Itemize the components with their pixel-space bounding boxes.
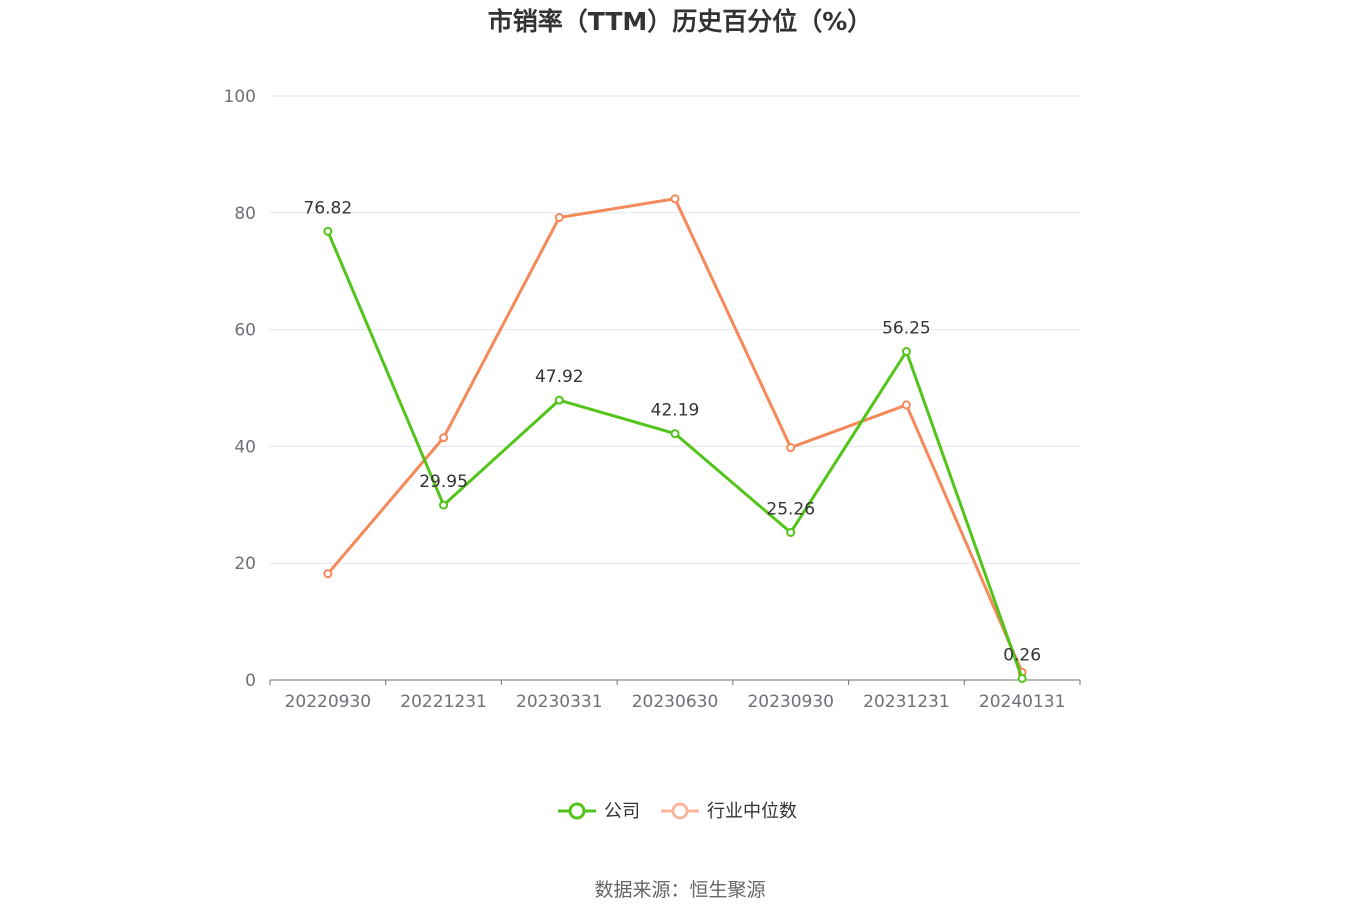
y-tick-label: 60 bbox=[234, 321, 256, 341]
y-tick-label: 100 bbox=[224, 87, 256, 107]
y-tick-label: 40 bbox=[234, 437, 256, 457]
grid bbox=[270, 95, 1080, 564]
data-label: 0.26 bbox=[1003, 645, 1041, 665]
x-tick-label: 20220930 bbox=[285, 692, 372, 712]
series-layer bbox=[323, 194, 1027, 683]
x-tick-label: 20230930 bbox=[747, 692, 834, 712]
legend[interactable]: 公司 行业中位数 bbox=[558, 801, 797, 822]
data-label: 47.92 bbox=[535, 367, 584, 387]
legend-label: 公司 bbox=[604, 801, 640, 822]
data-label: 25.26 bbox=[766, 499, 815, 519]
x-tick-label: 20230331 bbox=[516, 692, 603, 712]
axes: 0 20 40 60 80 100 20220930 20221231 20230331 2023… bbox=[224, 87, 1081, 712]
chart-title: 市销率（TTM）历史百分位（%） bbox=[488, 7, 873, 36]
y-tick-label: 80 bbox=[234, 204, 256, 224]
legend-item[interactable]: 行业中位数 bbox=[661, 801, 797, 822]
series-line bbox=[326, 230, 1024, 679]
data-point bbox=[1017, 673, 1027, 683]
y-tick-label: 20 bbox=[234, 554, 256, 574]
data-point bbox=[670, 194, 680, 204]
data-point bbox=[439, 433, 449, 443]
data-label: 42.19 bbox=[651, 401, 700, 421]
x-tick-label: 20221231 bbox=[400, 692, 487, 712]
data-label: 56.25 bbox=[882, 319, 931, 339]
data-point bbox=[786, 527, 796, 537]
legend-marker bbox=[568, 802, 586, 820]
y-tick-label: 0 bbox=[245, 671, 256, 691]
data-point bbox=[670, 429, 680, 439]
x-tick-label: 20231231 bbox=[863, 692, 950, 712]
data-point bbox=[323, 226, 333, 236]
legend-item[interactable]: 公司 bbox=[558, 801, 640, 822]
data-point bbox=[554, 395, 564, 405]
legend-marker bbox=[671, 802, 689, 820]
data-point bbox=[901, 347, 911, 356]
data-point bbox=[786, 443, 796, 453]
data-labels: 76.82 29.95 47.92 42.19 25.26 56.25 0.26 bbox=[304, 198, 1042, 665]
x-tick-label: 20230630 bbox=[632, 692, 719, 712]
data-point bbox=[901, 400, 911, 410]
data-label: 29.95 bbox=[419, 472, 468, 492]
data-point bbox=[439, 500, 449, 510]
data-point bbox=[323, 569, 333, 579]
legend-label: 行业中位数 bbox=[707, 801, 797, 822]
source-note: 数据来源：恒生聚源 bbox=[594, 879, 765, 901]
data-point bbox=[554, 212, 564, 222]
data-label: 76.82 bbox=[304, 198, 353, 218]
x-tick-label: 20240131 bbox=[979, 692, 1066, 712]
